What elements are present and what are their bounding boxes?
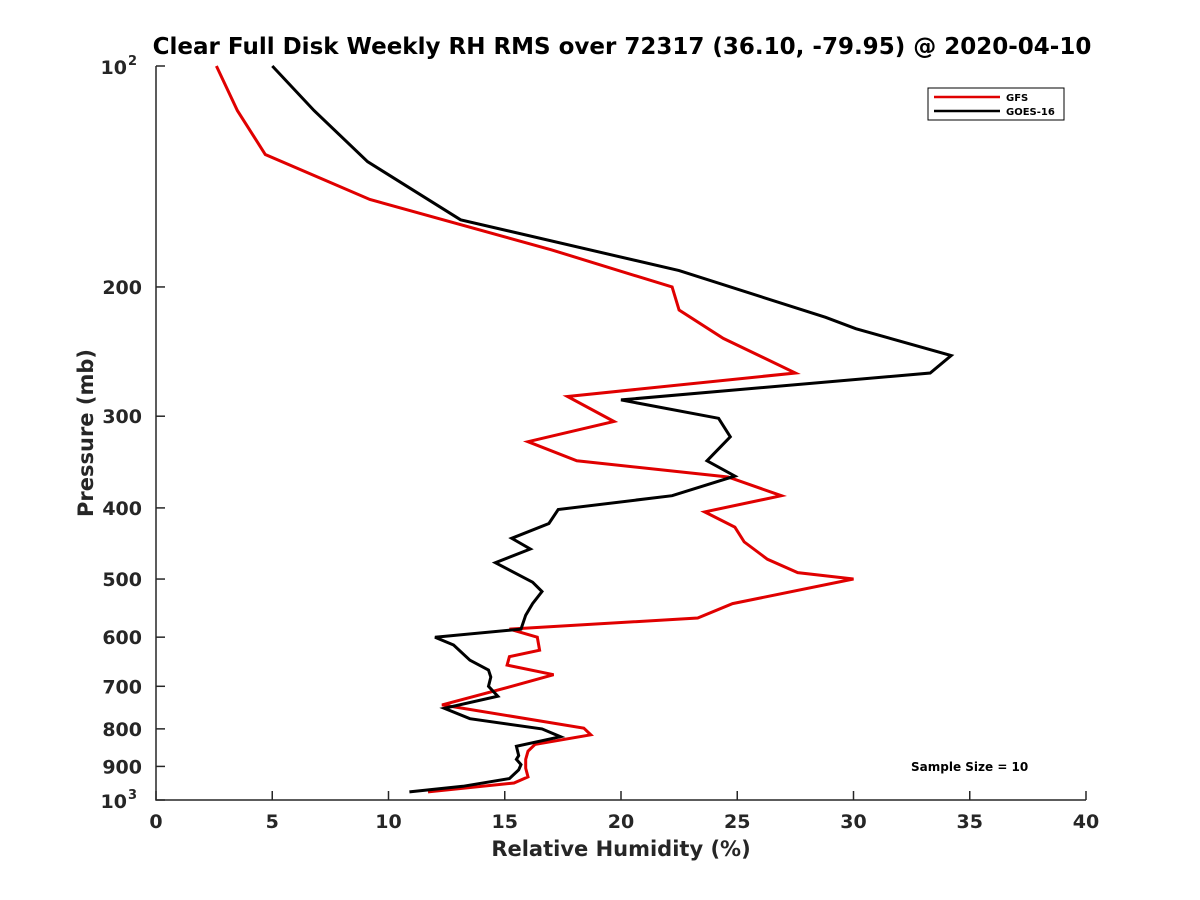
y-tick-label: 300	[102, 406, 142, 428]
y-tick-exponent: 3	[128, 788, 137, 803]
plot-area: 0 5 10 15 20 25 30 35 40 10 220030040050060070080…	[101, 54, 1100, 833]
x-tick-label: 35	[957, 811, 983, 833]
x-tick-label: 15	[492, 811, 518, 833]
series-layer	[215, 64, 955, 794]
y-tick-label: 500	[102, 569, 142, 591]
x-tick-label: 5	[266, 811, 279, 833]
x-tick-label: 25	[724, 811, 750, 833]
x-tick-label: 20	[608, 811, 634, 833]
y-tick-exponent: 2	[128, 54, 137, 69]
y-tick-label: 10	[101, 791, 127, 813]
legend: GFS GOES-16	[927, 87, 1065, 121]
x-tick-label: 0	[149, 811, 162, 833]
x-tick-label: 30	[840, 811, 866, 833]
y-axis-label: Pressure (mb)	[74, 349, 98, 517]
x-tick-label: 10	[375, 811, 401, 833]
legend-label-gfs: GFS	[1006, 93, 1028, 104]
y-tick-label: 900	[102, 756, 142, 778]
sample-size-annotation: Sample Size = 10	[911, 760, 1028, 774]
x-tick-label: 40	[1073, 811, 1099, 833]
x-axis-label: Relative Humidity (%)	[491, 837, 750, 861]
legend-box	[927, 87, 1065, 121]
y-tick-label: 600	[102, 627, 142, 649]
x-axis: 0 5 10 15 20 25 30 35 40	[149, 791, 1099, 833]
y-tick-label: 10	[101, 57, 127, 79]
y-tick-label: 800	[102, 719, 142, 741]
y-tick-label: 400	[102, 498, 142, 520]
y-tick-label: 200	[102, 277, 142, 299]
legend-label-goes16: GOES-16	[1006, 107, 1055, 118]
series-line-gfs	[215, 65, 854, 794]
y-tick-label: 700	[102, 676, 142, 698]
chart-title: Clear Full Disk Weekly RH RMS over 72317…	[153, 34, 1092, 60]
series-line-goes16	[271, 64, 955, 794]
